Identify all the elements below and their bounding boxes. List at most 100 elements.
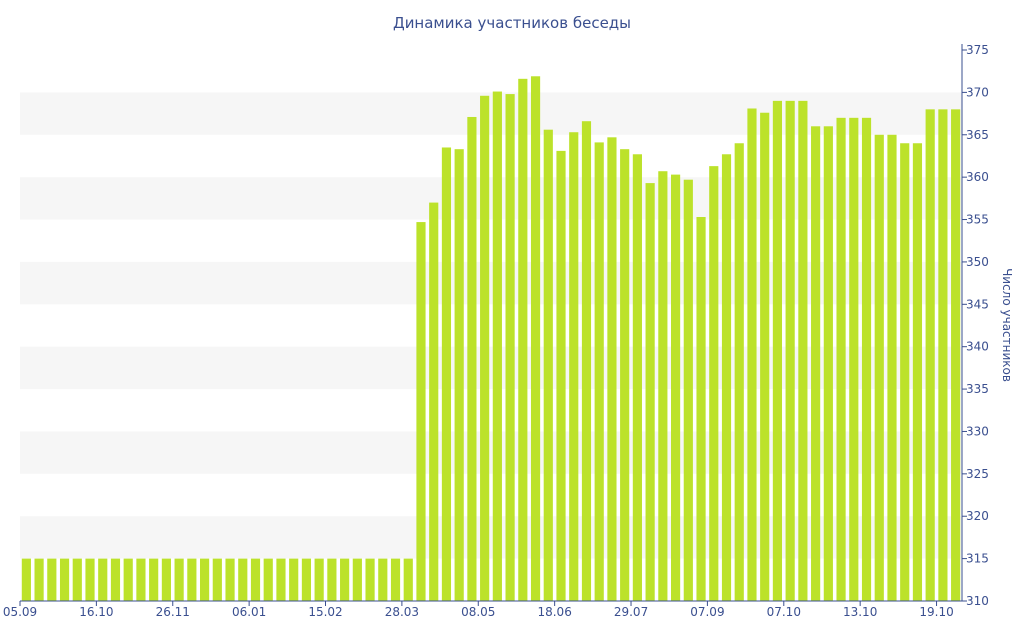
bar bbox=[403, 558, 413, 601]
bar bbox=[200, 558, 210, 601]
grid-band bbox=[20, 261, 962, 305]
x-tick-label: 16.10 bbox=[79, 605, 113, 619]
grid-bands bbox=[20, 92, 962, 559]
bar bbox=[887, 134, 897, 601]
chart-title: Динамика участников беседы bbox=[393, 14, 631, 32]
bar bbox=[72, 558, 82, 601]
y-tick-label: 365 bbox=[966, 128, 989, 142]
x-tick-label: 06.01 bbox=[232, 605, 266, 619]
bar bbox=[327, 558, 337, 601]
x-tick-label: 18.06 bbox=[537, 605, 571, 619]
bar bbox=[709, 166, 719, 601]
bar bbox=[187, 558, 197, 601]
bar bbox=[569, 132, 579, 602]
bar bbox=[47, 558, 57, 601]
bar bbox=[581, 121, 592, 602]
bar bbox=[480, 95, 490, 601]
bar bbox=[238, 558, 248, 601]
y-tick-label: 370 bbox=[966, 85, 989, 99]
bar bbox=[98, 558, 108, 601]
bar bbox=[772, 100, 783, 602]
bar bbox=[900, 143, 910, 601]
bar bbox=[594, 142, 604, 601]
bar bbox=[454, 149, 464, 601]
bar bbox=[301, 558, 312, 601]
bar bbox=[760, 112, 770, 601]
x-tick-label: 28.03 bbox=[385, 605, 419, 619]
y-tick-label: 320 bbox=[966, 509, 989, 523]
bar bbox=[747, 108, 757, 602]
grid-band bbox=[20, 177, 962, 220]
bar bbox=[607, 137, 617, 601]
x-tick-label: 05.09 bbox=[3, 605, 37, 619]
axes: 310 315 320 325 330 335 340 345 350 355 360 365 370 3… bbox=[3, 43, 989, 619]
bar bbox=[938, 109, 948, 601]
bar bbox=[683, 179, 693, 601]
y-axis-label: Число участников bbox=[1000, 268, 1014, 382]
bar bbox=[556, 150, 566, 601]
bar bbox=[250, 558, 261, 601]
bar bbox=[59, 558, 70, 601]
bar bbox=[174, 558, 184, 601]
bar-series bbox=[21, 76, 961, 602]
y-tick-label: 330 bbox=[966, 424, 989, 438]
bar bbox=[811, 126, 821, 601]
bar bbox=[645, 183, 655, 601]
bar bbox=[912, 143, 923, 601]
bar bbox=[212, 558, 222, 601]
bar bbox=[85, 558, 95, 601]
bar bbox=[21, 558, 31, 601]
bar bbox=[505, 94, 515, 601]
y-tick-label: 315 bbox=[966, 552, 989, 566]
bar bbox=[530, 76, 541, 601]
bar bbox=[314, 558, 324, 601]
y-tick-label: 345 bbox=[966, 297, 989, 311]
bar bbox=[149, 558, 159, 601]
bar bbox=[543, 129, 553, 601]
x-tick-label: 29.07 bbox=[614, 605, 648, 619]
y-tick-label: 310 bbox=[966, 594, 989, 608]
bar bbox=[136, 558, 146, 601]
bar bbox=[416, 222, 426, 601]
y-tick-label: 350 bbox=[966, 255, 989, 269]
bar bbox=[492, 91, 502, 601]
bar bbox=[951, 109, 961, 601]
bar bbox=[161, 558, 171, 601]
y-tick-label: 340 bbox=[966, 340, 989, 354]
x-tick-label: 08.05 bbox=[461, 605, 495, 619]
bar bbox=[658, 171, 668, 601]
x-tick-label: 26.11 bbox=[156, 605, 190, 619]
y-tick-label: 355 bbox=[966, 213, 989, 227]
bar bbox=[849, 117, 859, 601]
bar bbox=[925, 109, 935, 601]
grid-band bbox=[20, 516, 962, 559]
x-tick-label: 07.09 bbox=[690, 605, 724, 619]
bar bbox=[671, 174, 681, 602]
grid-band bbox=[20, 346, 962, 390]
bar bbox=[696, 217, 706, 601]
bar bbox=[263, 558, 273, 601]
bar bbox=[823, 126, 833, 601]
bar bbox=[289, 558, 299, 601]
grid-band bbox=[20, 431, 962, 474]
x-tick-label: 07.10 bbox=[767, 605, 801, 619]
bar bbox=[620, 149, 630, 601]
y-tick-label: 375 bbox=[966, 43, 989, 57]
bar bbox=[276, 558, 286, 601]
y-tick-label: 325 bbox=[966, 467, 989, 481]
bar bbox=[861, 117, 872, 601]
grid-band bbox=[20, 92, 962, 135]
bar bbox=[734, 143, 744, 601]
bar bbox=[874, 134, 884, 601]
bar bbox=[798, 100, 808, 602]
bar bbox=[225, 558, 235, 601]
bar bbox=[378, 558, 388, 601]
bar bbox=[365, 558, 375, 601]
bar bbox=[721, 154, 732, 601]
x-tick-label: 15.02 bbox=[308, 605, 342, 619]
bar bbox=[785, 100, 795, 602]
bar bbox=[429, 202, 439, 601]
bar bbox=[441, 147, 452, 602]
